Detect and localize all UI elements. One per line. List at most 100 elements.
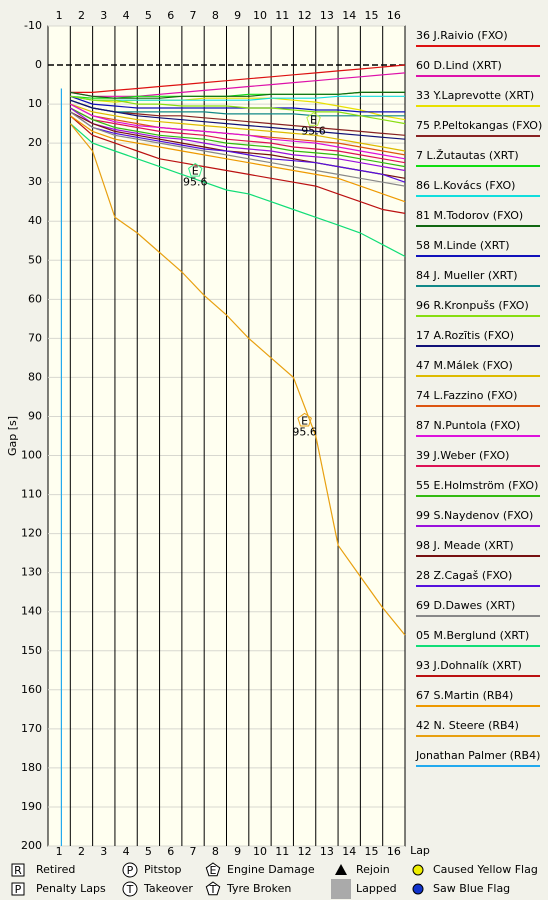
series-line: [70, 99, 406, 136]
key-label: Takeover: [143, 882, 193, 895]
y-tick-label: 0: [35, 58, 42, 71]
x-tick-label: 8: [212, 9, 219, 22]
series-line: [69, 111, 406, 183]
key-icon: [122, 881, 138, 897]
annotation-symbol: E: [192, 164, 199, 177]
key-icon: [122, 862, 138, 878]
key-icon: [205, 881, 221, 896]
key-label: Saw Blue Flag: [433, 882, 510, 895]
series-line: [70, 99, 405, 117]
key-symbol: P: [15, 883, 22, 896]
legend-label: 69 D.Dawes (XRT): [416, 599, 515, 612]
y-tick-label: 50: [28, 253, 42, 266]
legend-label: 7 L.Žutautas (XRT): [416, 149, 519, 162]
x-tick-label: 16: [387, 9, 401, 22]
series-line: [70, 72, 406, 97]
legend-label: 96 R.Kronpušs (FXO): [416, 299, 529, 312]
legend-label: 98 J. Meade (XRT): [416, 539, 514, 552]
annotation-marker: [297, 412, 312, 427]
y-tick-label: -10: [24, 19, 42, 32]
y-tick-label: 30: [28, 175, 42, 188]
y-tick-label: 20: [28, 136, 42, 149]
annotation-label: 95.6: [301, 125, 326, 138]
x-tick-label: 11: [275, 9, 289, 22]
series-line: [70, 99, 406, 140]
series-line: [69, 107, 406, 172]
x-tick-label: 2: [78, 9, 85, 22]
x-tick-label: 13: [320, 9, 334, 22]
key-icon: [11, 863, 25, 877]
key-symbol: R: [14, 864, 22, 877]
y-tick-label: 200: [21, 839, 42, 852]
legend-label: 81 M.Todorov (FXO): [416, 209, 523, 222]
legend-label: 28 Z.Cagaš (FXO): [416, 569, 512, 582]
key-label: Tyre Broken: [226, 882, 291, 895]
x-tick-label: 9: [234, 9, 241, 22]
series-line: [70, 95, 405, 101]
x-tick-label: 12: [298, 9, 312, 22]
key-label: Penalty Laps: [36, 882, 106, 895]
x-tick-label: 3: [100, 9, 107, 22]
x-tick-label: 14: [342, 9, 356, 22]
legend-label: 05 M.Berglund (XRT): [416, 629, 529, 642]
x-tick-label: 15: [365, 845, 379, 858]
x-tick-label: 10: [253, 845, 267, 858]
x-tick-label: 14: [342, 845, 356, 858]
legend-label: 99 S.Naydenov (FXO): [416, 509, 533, 522]
x-tick-label: 4: [123, 845, 130, 858]
plot-layer: -100102030405060708090100110120130140150…: [21, 9, 406, 858]
legend-label: 36 J.Raivio (FXO): [416, 29, 508, 42]
x-tick-label: 6: [167, 9, 174, 22]
series-line: [70, 91, 405, 99]
y-tick-label: 60: [28, 292, 42, 305]
y-tick-label: 190: [21, 800, 42, 813]
legend-label: 86 L.Kovács (FXO): [416, 179, 515, 192]
series-line: [70, 95, 406, 121]
key-label: Pitstop: [144, 863, 182, 876]
y-tick-label: 10: [28, 97, 42, 110]
x-axis-label: Lap: [410, 844, 430, 857]
legend-label: 93 J.Dohnalík (XRT): [416, 659, 522, 672]
y-tick-label: 100: [21, 449, 42, 462]
x-tick-label: 6: [167, 845, 174, 858]
x-tick-label: 13: [320, 845, 334, 858]
key-label: Retired: [36, 863, 75, 876]
key-label: Caused Yellow Flag: [433, 863, 538, 876]
x-tick-label: 1: [56, 845, 63, 858]
x-tick-label: 9: [234, 845, 241, 858]
x-tick-label: 2: [78, 845, 85, 858]
annotation-symbol: E: [301, 414, 308, 427]
legend-label: 42 N. Steere (RB4): [416, 719, 519, 732]
legend-label: 74 L.Fazzino (FXO): [416, 389, 517, 402]
y-tick-label: 40: [28, 214, 42, 227]
x-tick-label: 10: [253, 9, 267, 22]
x-tick-label: 5: [145, 9, 152, 22]
annotation-marker: [306, 112, 321, 126]
x-tick-label: 16: [387, 845, 401, 858]
annotation-label: 95.6: [183, 175, 208, 188]
key-label: Rejoin: [356, 863, 390, 876]
x-tick-label: 11: [275, 845, 289, 858]
legend-label: 33 Y.Laprevotte (XRT): [416, 89, 534, 102]
x-tick-label: 4: [123, 9, 130, 22]
key-icon: [412, 883, 424, 895]
series-line: [70, 107, 406, 168]
key-icon: [335, 864, 347, 875]
series-line: [70, 95, 405, 113]
y-tick-label: 120: [21, 527, 42, 540]
y-tick-label: 80: [28, 370, 42, 383]
x-tick-label: 15: [365, 9, 379, 22]
key-symbol: T: [126, 883, 134, 896]
x-tick-label: 5: [145, 845, 152, 858]
y-tick-label: 160: [21, 683, 42, 696]
legend-label: 17 A.Rozītis (FXO): [416, 329, 514, 342]
x-tick-label: 3: [100, 845, 107, 858]
annotation-label: 95.6: [292, 425, 317, 438]
series-line: [69, 115, 406, 203]
x-tick-label: 8: [212, 845, 219, 858]
series-line: [69, 115, 406, 214]
annotation-marker: [188, 162, 203, 177]
series-line: [70, 107, 406, 164]
key-label: Engine Damage: [227, 863, 315, 876]
